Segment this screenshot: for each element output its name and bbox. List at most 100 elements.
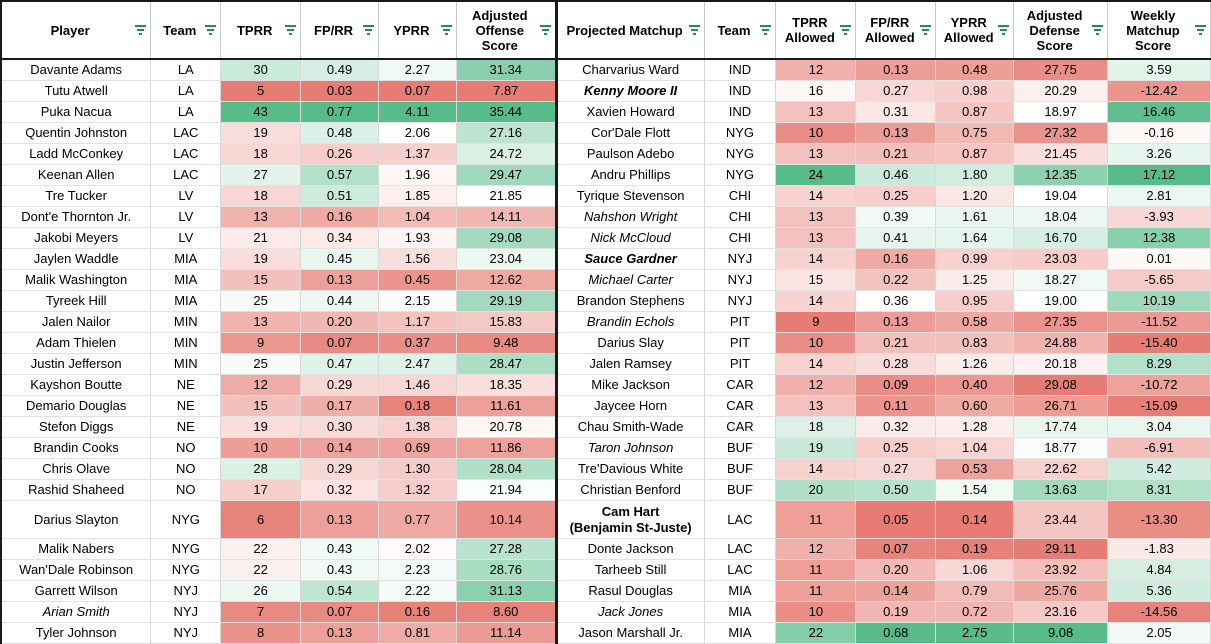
adjusted-defense-score-cell[interactable]: 29.11 (1013, 538, 1109, 560)
player-cell[interactable]: Davante Adams (0, 59, 152, 81)
weekly-matchup-score-cell[interactable]: -13.30 (1107, 500, 1211, 539)
opponent-team-cell[interactable]: LAC (704, 559, 777, 581)
adjusted-defense-score-cell[interactable]: 19.04 (1013, 185, 1109, 207)
projected-matchup-cell[interactable]: Andru Phillips (556, 164, 705, 186)
filter-icon[interactable] (440, 25, 452, 35)
projected-matchup-cell[interactable]: Jalen Ramsey (556, 353, 705, 375)
tprr-allowed-cell[interactable]: 14 (775, 248, 857, 270)
opponent-team-cell[interactable]: MIA (704, 622, 777, 644)
fprr-cell[interactable]: 0.30 (300, 416, 379, 438)
adjusted-offense-score-cell[interactable]: 12.62 (456, 269, 558, 291)
adjusted-offense-score-cell[interactable]: 11.14 (456, 622, 558, 644)
fprr-cell[interactable]: 0.07 (300, 601, 379, 623)
tprr-header[interactable]: TPRR (220, 0, 302, 60)
team-cell[interactable]: LV (150, 227, 222, 249)
team-cell[interactable]: NYG (150, 559, 222, 581)
tprr-cell[interactable]: 27 (220, 164, 302, 186)
projected-matchup-cell[interactable]: Tyrique Stevenson (556, 185, 705, 207)
player-cell[interactable]: Tutu Atwell (0, 80, 152, 102)
yprr-allowed-cell[interactable]: 1.25 (935, 269, 1015, 291)
fprr-cell[interactable]: 0.34 (300, 227, 379, 249)
yprr-allowed-cell[interactable]: 1.20 (935, 185, 1015, 207)
yprr-allowed-cell[interactable]: 0.72 (935, 601, 1015, 623)
weekly-matchup-score-cell[interactable]: 8.29 (1107, 353, 1211, 375)
fprr-cell[interactable]: 0.43 (300, 538, 379, 560)
adjusted-defense-score-cell[interactable]: 13.63 (1013, 479, 1109, 501)
adjusted-offense-score-cell[interactable]: 35.44 (456, 101, 558, 123)
opponent-team-cell[interactable]: NYG (704, 164, 777, 186)
tprr-cell[interactable]: 8 (220, 622, 302, 644)
adjusted-defense-score-cell[interactable]: 19.00 (1013, 290, 1109, 312)
team-cell[interactable]: LA (150, 101, 222, 123)
adjusted-offense-score-header[interactable]: Adjusted Offense Score (456, 0, 558, 60)
projected-matchup-cell[interactable]: Cor'Dale Flott (556, 122, 705, 144)
yprr-cell[interactable]: 2.23 (378, 559, 457, 581)
adjusted-offense-score-cell[interactable]: 9.48 (456, 332, 558, 354)
opponent-team-cell[interactable]: PIT (704, 353, 777, 375)
opponent-team-cell[interactable]: NYJ (704, 269, 777, 291)
tprr-allowed-cell[interactable]: 10 (775, 332, 857, 354)
weekly-matchup-score-cell[interactable]: 5.36 (1107, 580, 1211, 602)
weekly-matchup-score-cell[interactable]: -1.83 (1107, 538, 1211, 560)
tprr-cell[interactable]: 18 (220, 143, 302, 165)
fprr-allowed-cell[interactable]: 0.32 (855, 416, 937, 438)
adjusted-defense-score-cell[interactable]: 27.32 (1013, 122, 1109, 144)
adjusted-defense-score-cell[interactable]: 12.35 (1013, 164, 1109, 186)
fprr-cell[interactable]: 0.29 (300, 374, 379, 396)
projected-matchup-cell[interactable]: Jack Jones (556, 601, 705, 623)
yprr-allowed-cell[interactable]: 0.19 (935, 538, 1015, 560)
fprr-cell[interactable]: 0.17 (300, 395, 379, 417)
yprr-allowed-cell[interactable]: 2.75 (935, 622, 1015, 644)
fprr-cell[interactable]: 0.48 (300, 122, 379, 144)
tprr-cell[interactable]: 13 (220, 311, 302, 333)
fprr-allowed-cell[interactable]: 0.22 (855, 269, 937, 291)
yprr-cell[interactable]: 0.45 (378, 269, 457, 291)
adjusted-offense-score-cell[interactable]: 27.28 (456, 538, 558, 560)
player-cell[interactable]: Puka Nacua (0, 101, 152, 123)
fprr-allowed-cell[interactable]: 0.21 (855, 143, 937, 165)
yprr-cell[interactable]: 0.37 (378, 332, 457, 354)
team-cell[interactable]: LAC (150, 122, 222, 144)
tprr-cell[interactable]: 13 (220, 206, 302, 228)
opponent-team-cell[interactable]: CAR (704, 374, 777, 396)
opponent-team-cell[interactable]: PIT (704, 311, 777, 333)
player-cell[interactable]: Keenan Allen (0, 164, 152, 186)
tprr-cell[interactable]: 43 (220, 101, 302, 123)
yprr-cell[interactable]: 1.96 (378, 164, 457, 186)
yprr-allowed-cell[interactable]: 0.99 (935, 248, 1015, 270)
team-cell[interactable]: LV (150, 206, 222, 228)
player-cell[interactable]: Rashid Shaheed (0, 479, 152, 501)
team-cell[interactable]: NYJ (150, 622, 222, 644)
projected-matchup-cell[interactable]: Jason Marshall Jr. (556, 622, 705, 644)
team-cell[interactable]: MIA (150, 248, 222, 270)
player-cell[interactable]: Jalen Nailor (0, 311, 152, 333)
adjusted-offense-score-cell[interactable]: 21.85 (456, 185, 558, 207)
yprr-cell[interactable]: 2.47 (378, 353, 457, 375)
team-cell[interactable]: NO (150, 479, 222, 501)
yprr-cell[interactable]: 0.16 (378, 601, 457, 623)
yprr-allowed-cell[interactable]: 0.95 (935, 290, 1015, 312)
tprr-cell[interactable]: 26 (220, 580, 302, 602)
player-cell[interactable]: Brandin Cooks (0, 437, 152, 459)
projected-matchup-header[interactable]: Projected Matchup (556, 0, 705, 60)
player-cell[interactable]: Wan'Dale Robinson (0, 559, 152, 581)
tprr-cell[interactable]: 30 (220, 59, 302, 81)
team-cell[interactable]: LA (150, 59, 222, 81)
weekly-matchup-score-cell[interactable]: -15.09 (1107, 395, 1211, 417)
adjusted-defense-score-cell[interactable]: 29.08 (1013, 374, 1109, 396)
adjusted-defense-score-cell[interactable]: 27.35 (1013, 311, 1109, 333)
yprr-cell[interactable]: 1.32 (378, 479, 457, 501)
yprr-allowed-cell[interactable]: 0.75 (935, 122, 1015, 144)
projected-matchup-cell[interactable]: Christian Benford (556, 479, 705, 501)
weekly-matchup-score-cell[interactable]: 3.04 (1107, 416, 1211, 438)
player-cell[interactable]: Kayshon Boutte (0, 374, 152, 396)
fprr-allowed-cell[interactable]: 0.19 (855, 601, 937, 623)
fprr-allowed-cell[interactable]: 0.20 (855, 559, 937, 581)
adjusted-offense-score-cell[interactable]: 18.35 (456, 374, 558, 396)
yprr-cell[interactable]: 0.18 (378, 395, 457, 417)
team-cell[interactable]: NO (150, 437, 222, 459)
yprr-allowed-cell[interactable]: 1.06 (935, 559, 1015, 581)
yprr-cell[interactable]: 1.38 (378, 416, 457, 438)
opponent-team-cell[interactable]: MIA (704, 601, 777, 623)
tprr-allowed-cell[interactable]: 12 (775, 59, 857, 81)
